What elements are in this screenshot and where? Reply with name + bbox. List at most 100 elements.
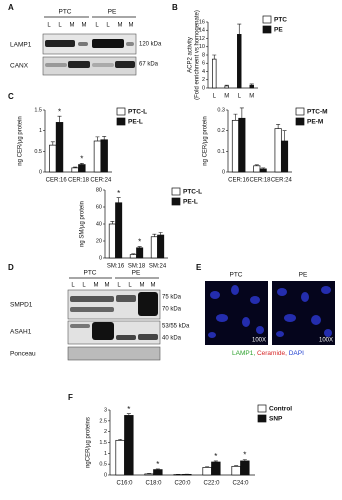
error-bar: [126, 413, 131, 416]
band: [70, 307, 114, 312]
y-tick-label: 0.5: [34, 149, 42, 155]
x-tick-label: L: [238, 94, 242, 100]
error-bar: [213, 460, 218, 462]
bar: [115, 439, 125, 476]
legend-label: PE-L: [183, 199, 198, 206]
legend-label: PE: [274, 27, 283, 34]
significance-mark: *: [80, 154, 83, 163]
bar: [124, 415, 134, 476]
x-tick-label: CER:16: [46, 178, 68, 184]
marker-label: 40 kDa: [162, 336, 182, 342]
y-tick-label: 0: [39, 169, 42, 175]
magnification: 100X: [252, 338, 266, 344]
lane-label: L: [106, 23, 110, 29]
bar: [253, 165, 261, 173]
error-bar: [249, 83, 254, 86]
legend-label: PTC-M: [307, 109, 328, 116]
row-label: ASAH1: [10, 329, 32, 336]
bar: [157, 234, 165, 259]
x-tick-label: SM:16: [107, 264, 125, 270]
caption-part: LAMP1,: [232, 350, 257, 357]
row-label: LAMP1: [10, 42, 32, 49]
y-tick-label: 8: [202, 52, 205, 58]
error-bar: [73, 166, 78, 168]
legend-label: PE-L: [128, 119, 143, 126]
band: [78, 42, 88, 46]
band: [92, 322, 114, 340]
legend-label: PE-M: [307, 119, 323, 126]
y-axis-label: ng CER/µg protein: [18, 116, 24, 165]
significance-mark: *: [127, 405, 130, 414]
band: [138, 334, 158, 340]
x-tick-label: M: [224, 94, 229, 100]
y-tick-label: 0.5: [99, 462, 107, 468]
y-axis-label: ACP2 activity: [188, 37, 194, 73]
x-tick-label: C24:0: [232, 481, 249, 487]
panel-label: A: [8, 3, 14, 12]
y-tick-label: 1: [39, 128, 42, 134]
legend-swatch: [262, 25, 272, 34]
y-axis-label: ng CER/µg protein: [203, 116, 209, 165]
y-tick-label: 0.3: [217, 107, 225, 113]
bar: [49, 144, 57, 173]
error-bar: [237, 23, 242, 35]
y-tick-label: 2: [104, 429, 107, 435]
group-label: PE: [108, 9, 117, 16]
y-tick-label: 1.5: [99, 440, 107, 446]
error-bar: [224, 84, 229, 86]
panel-label: E: [196, 263, 202, 272]
y-tick-label: 10: [199, 44, 205, 50]
error-bar: [155, 468, 160, 470]
bar: [240, 460, 250, 476]
bar: [280, 140, 289, 173]
legend-swatch: [116, 117, 126, 126]
error-bar: [102, 136, 107, 140]
bar: [238, 117, 246, 173]
lane-label: L: [95, 23, 99, 29]
bar: [78, 164, 86, 173]
panel-label: C: [8, 92, 14, 101]
bar: [224, 85, 229, 89]
group-label: PE: [132, 270, 141, 277]
band: [116, 335, 136, 340]
error-bar: [234, 465, 239, 467]
marker-label: 67 kDa: [139, 62, 159, 68]
bar: [231, 119, 240, 173]
marker-label: 70 kDa: [162, 307, 182, 313]
error-bar: [50, 141, 55, 146]
error-bar: [261, 167, 266, 169]
legend-swatch: [262, 15, 272, 24]
error-bar: [158, 232, 163, 236]
error-bar: [205, 466, 210, 468]
x-tick-label: CER:24: [271, 178, 293, 184]
bar: [108, 223, 116, 259]
band: [45, 40, 75, 47]
blot-d: PTC PE L L M M L L M M SMPD1 ASAH1 Ponce…: [10, 270, 190, 361]
row-label: CANX: [10, 63, 29, 70]
y-tick-label: 16: [199, 19, 205, 25]
lane-label: M: [118, 23, 123, 29]
lane-label: L: [71, 283, 75, 289]
y-tick-label: 0: [222, 169, 225, 175]
caption: LAMP1, Ceramide, DAPI: [232, 350, 304, 357]
x-tick-label: SM:18: [128, 264, 146, 270]
x-tick-label: CER:18: [249, 178, 271, 184]
bar: [202, 467, 212, 476]
legend-swatch: [116, 107, 126, 116]
nuclei: [208, 285, 332, 338]
x-tick-label: CER:24: [90, 178, 112, 184]
y-tick-label: 4: [202, 69, 205, 75]
error-bar: [118, 438, 123, 441]
error-bar: [110, 221, 115, 224]
y-tick-label: 20: [96, 238, 102, 244]
bar: [115, 202, 123, 259]
x-tick-label: C22:0: [203, 481, 220, 487]
lane-label: M: [129, 23, 134, 29]
marker-label: 120 kDa: [139, 42, 162, 48]
bar: [259, 168, 267, 173]
bar: [274, 128, 282, 173]
y-tick-label: 80: [96, 187, 102, 193]
error-bar: [152, 233, 157, 237]
group-label: PTC: [59, 9, 72, 16]
